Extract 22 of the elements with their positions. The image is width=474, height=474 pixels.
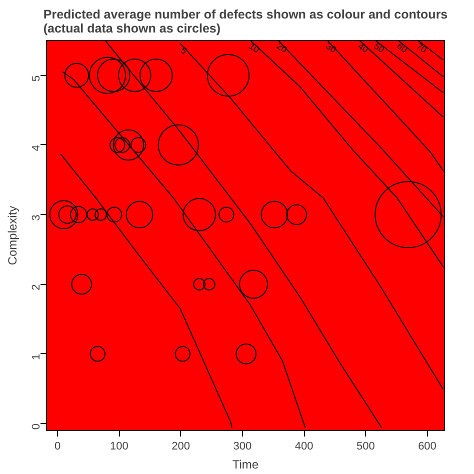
text: 40 (356, 40, 370, 55)
x-tick-label: 500 (356, 440, 375, 452)
y-tick-label: 3 (30, 214, 42, 221)
x-tick-label: 600 (418, 440, 436, 452)
text: 5 (179, 45, 189, 56)
y-tick-label: 4 (30, 144, 42, 152)
y-tick-label: 0 (30, 424, 42, 430)
chart-title: Predicted average number of defects shown as colour and contours (actual data shown as circles) (43, 8, 448, 36)
text: 50 (372, 40, 386, 55)
y-tick-label: 5 (30, 75, 42, 82)
x-tick-label: 0 (54, 440, 61, 452)
y-tick-label: 2 (30, 284, 42, 290)
x-tick-label: 100 (110, 440, 128, 452)
x-tick-label: 400 (294, 440, 314, 452)
text: 60 (395, 40, 409, 55)
y-axis-title: Complexity (6, 206, 20, 266)
line-series (60, 154, 232, 428)
text: 70 (414, 40, 429, 55)
x-tick-label: 300 (233, 440, 252, 452)
x-axis-title: Time (232, 458, 259, 472)
x-tick-label: 200 (172, 440, 190, 452)
y-tick-label: 1 (30, 354, 42, 360)
